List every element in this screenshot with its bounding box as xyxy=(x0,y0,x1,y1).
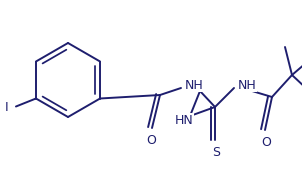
Text: I: I xyxy=(4,101,8,114)
Text: O: O xyxy=(261,137,271,149)
Text: HN: HN xyxy=(175,114,194,127)
Text: O: O xyxy=(146,134,156,147)
Text: S: S xyxy=(212,147,220,159)
Text: NH: NH xyxy=(238,78,257,92)
Text: NH: NH xyxy=(185,78,204,92)
